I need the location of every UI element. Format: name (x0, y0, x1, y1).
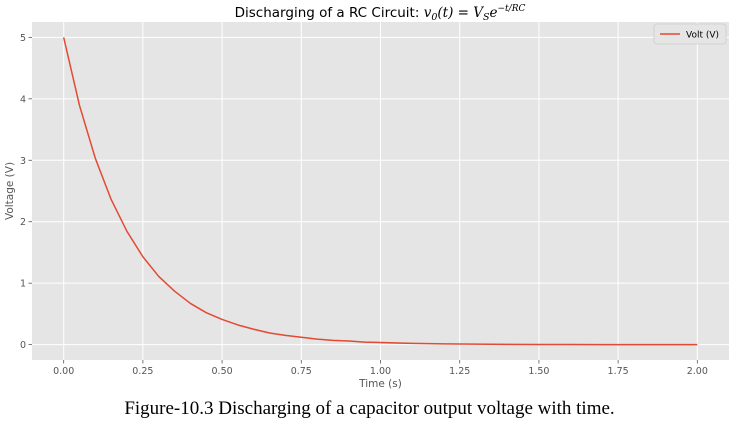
chart: Discharging of a RC Circuit: v0(t) = VSe… (4, 4, 729, 390)
title-formula-e: e (490, 5, 498, 21)
legend-label: Volt (V) (686, 31, 719, 41)
y-tick-label: 1 (20, 279, 26, 290)
x-tick-label: 1.00 (370, 366, 391, 377)
x-tick-label: 1.50 (528, 366, 549, 377)
y-axis-label: Voltage (V) (4, 162, 16, 220)
title-formula-v-sub: 0 (431, 12, 437, 23)
x-tick-label: 0.50 (212, 366, 233, 377)
x-tick-label: 0.00 (53, 366, 74, 377)
x-tick-label: 0.75 (291, 366, 312, 377)
ticks: 0.00 0.25 0.50 0.75 1.00 1.25 1.50 1.75 2.00 0 1 2 3… (20, 33, 708, 377)
series-layer (62, 37, 698, 346)
legend-box (653, 23, 727, 45)
y-tick-label: 5 (20, 33, 26, 44)
chart-title: Discharging of a RC Circuit: v0(t) = VSe… (235, 4, 526, 23)
title-formula-exponent: −t/RC (498, 4, 526, 14)
y-tick-label: 0 (20, 340, 26, 351)
y-tick-label: 4 (20, 94, 26, 105)
title-formula-v: v (424, 5, 432, 21)
x-axis-label: Time (s) (358, 378, 402, 390)
grid (32, 22, 729, 360)
x-tick-label: 0.25 (132, 366, 153, 377)
legend: Volt (V) (653, 23, 727, 45)
x-tick-label: 1.25 (449, 366, 470, 377)
y-tick-label: 2 (20, 217, 26, 228)
title-formula-V-sub: S (483, 12, 490, 23)
y-tick-label: 3 (20, 156, 26, 167)
title-formula-V: V (473, 5, 484, 21)
series-line (62, 37, 698, 346)
x-tick-label: 2.00 (687, 366, 708, 377)
title-formula-t: (t) = (437, 5, 473, 21)
figure-caption: Figure-10.3 Discharging of a capacitor o… (124, 398, 615, 419)
title-prefix: Discharging of a RC Circuit: (235, 5, 424, 21)
x-tick-label: 1.75 (608, 366, 629, 377)
